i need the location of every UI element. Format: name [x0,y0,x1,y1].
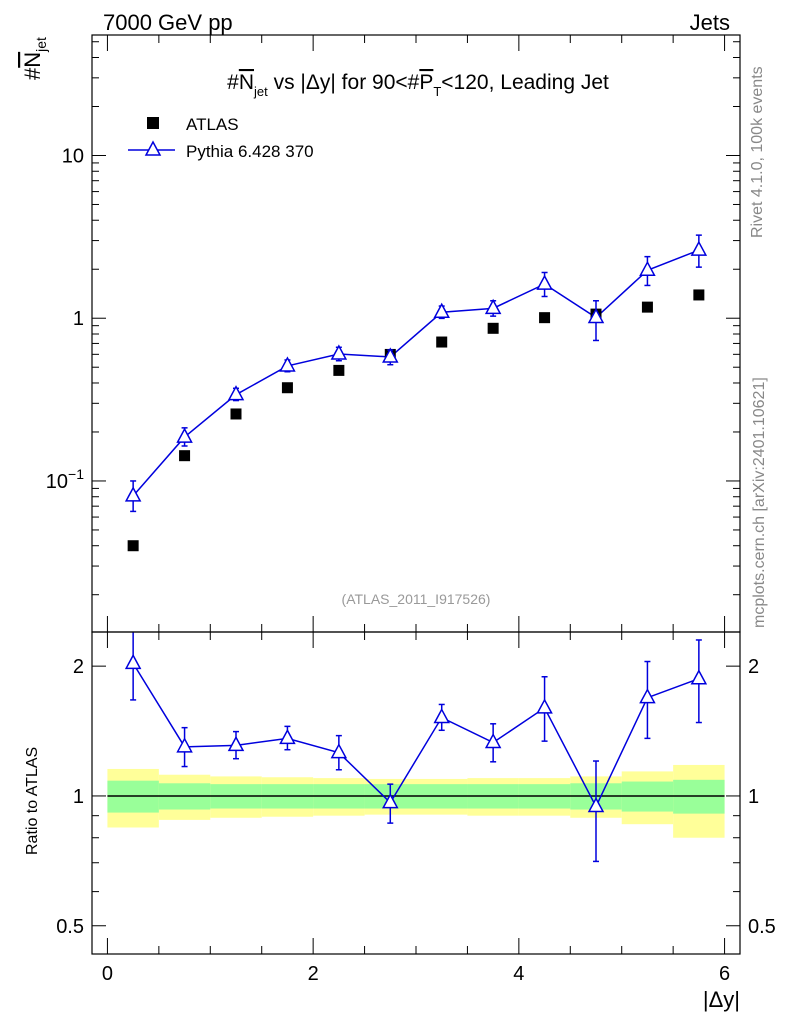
pythia-point [690,240,708,256]
pythia-point [330,344,348,360]
atlas-point [539,312,551,324]
energy-label: 7000 GeV pp [103,10,233,35]
pythia-point [124,486,142,502]
y-axis-label-n: N [20,52,45,68]
y-axis-label: #Njet [20,37,49,80]
title-suffix: <120, Leading Jet [441,71,609,94]
title-mid: vs |Δy| for 90<# [268,71,420,94]
title-prefix: # [227,71,239,94]
atlas-point [333,364,345,376]
pythia-point [227,385,245,401]
y-axis-label-hash: # [20,67,45,80]
atlas-point [281,382,293,394]
ratio-y-axis-label: Ratio to ATLAS [24,747,41,855]
ratio-y-tick-label-left: 2 [73,656,84,678]
y-axis-label-sub: jet [33,37,49,53]
pythia-line [132,249,700,497]
x-tick-label: 0 [102,963,113,985]
atlas-point [487,322,499,334]
ratio-y-tick-label-left: 1 [73,786,84,808]
ratio-y-tick-label-right: 2 [748,656,759,678]
ratio-panel-frame [91,631,741,955]
ratio-y-tick-label-left: 0.5 [56,916,84,938]
legend: ATLAS Pythia 6.428 370 [128,115,314,161]
legend-atlas-label: ATLAS [186,115,239,134]
atlas-point [230,408,242,420]
y-tick-label: 10−1 [46,466,84,493]
pythia-point [279,356,296,372]
x-tick-label: 2 [308,963,319,985]
ratio-point [227,735,245,752]
title-p-sub: T [433,84,441,99]
ratio-point [433,707,450,724]
ratio-y-tick-label-right: 0.5 [748,916,776,938]
main-data [124,234,708,552]
pythia-point [587,307,605,324]
atlas-point [641,301,653,313]
ratio-inner-band [673,779,725,814]
ratio-axis-ticks: 0.5 0.5 1 1 2 2 0 2 4 6 [56,632,776,985]
pythia-point [433,302,450,319]
ratio-line [132,662,700,809]
chart-title: #Njet vs |Δy| for 90<#PT<120, Leading Je… [227,71,609,99]
y-tick-label: 1 [73,308,84,330]
mcplots-label: mcplots.cern.ch [arXiv:2401.10621] [751,377,768,628]
ratio-y-tick-label-right: 1 [748,786,759,808]
legend-pythia-marker [144,140,162,156]
pythia-point [484,298,502,315]
ratio-panel: 0.5 0.5 1 1 2 2 0 2 4 6 [56,631,776,985]
x-axis-label: |Δy| [703,987,740,1012]
atlas-point [179,450,191,462]
y-tick-label-base: 10 [62,145,84,167]
y-tick-label-base: 1 [73,308,84,330]
atlas-point [693,289,705,301]
y-tick-label-exponent: −1 [68,466,84,482]
pythia-point [536,274,553,290]
pythia-point [176,427,193,443]
ratio-bands [107,764,725,838]
x-tick-label: 6 [719,963,730,985]
ratio-point [330,743,348,759]
ratio-point [382,793,399,809]
title-p: P [419,71,433,94]
category-label: Jets [690,10,730,35]
title-n: N [239,71,254,94]
ratio-point [279,728,296,745]
pythia-point [382,347,399,363]
pythia-point [639,260,656,277]
ratio-data [124,632,708,863]
y-tick-label-base: 10 [46,471,68,493]
ratio-point [484,732,502,749]
rivet-version-label: Rivet 4.1.0, 100k events [749,66,766,238]
analysis-id: (ATLAS_2011_I917526) [342,591,491,607]
ratio-point [536,698,553,714]
atlas-point [436,336,448,348]
ratio-point [124,653,142,670]
ratio-point [176,737,193,753]
ratio-point [690,669,708,685]
legend-pythia-label: Pythia 6.428 370 [186,142,314,161]
y-tick-label: 10 [62,145,84,167]
ratio-point [639,688,656,704]
title-n-sub: jet [253,84,268,99]
legend-atlas-marker [147,117,159,129]
atlas-point [127,540,139,552]
ratio-point [587,796,605,813]
x-tick-label: 4 [513,963,524,985]
